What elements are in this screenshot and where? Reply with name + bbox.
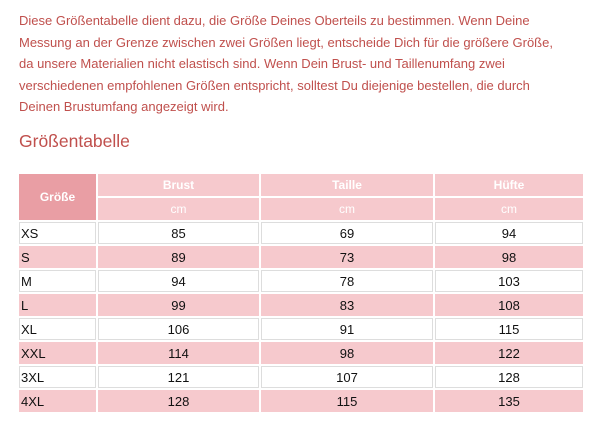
intro-line: Messung an der Grenze zwischen zwei Größ… <box>19 34 553 50</box>
intro-line: verschiedenen empfohlenen Größen entspri… <box>19 77 530 93</box>
table-row: XXL 114 98 122 <box>19 342 583 364</box>
value-cell: 128 <box>98 390 259 412</box>
value-cell: 107 <box>261 366 433 388</box>
header-cell: Brust <box>98 174 259 196</box>
intro-line: Diese Größentabelle dient dazu, die Größ… <box>19 13 530 28</box>
size-cell: XL <box>19 318 96 340</box>
table-row: 3XL 121 107 128 <box>19 366 583 388</box>
value-cell: 91 <box>261 318 433 340</box>
size-cell: XXL <box>19 342 96 364</box>
unit-cell: cm <box>261 198 433 220</box>
table-row: 4XL 128 115 135 <box>19 390 583 412</box>
size-cell: 3XL <box>19 366 96 388</box>
value-cell: 98 <box>435 246 583 268</box>
table-row: XS 85 69 94 <box>19 222 583 244</box>
value-cell: 128 <box>435 366 583 388</box>
value-cell: 108 <box>435 294 583 316</box>
value-cell: 99 <box>98 294 259 316</box>
unit-cell: cm <box>435 198 583 220</box>
table-row: XL 106 91 115 <box>19 318 583 340</box>
value-cell: 122 <box>435 342 583 364</box>
value-cell: 106 <box>98 318 259 340</box>
value-cell: 115 <box>261 390 433 412</box>
intro-line: Deinen Brustumfang angezeigt wird. <box>19 99 229 114</box>
unit-cell: cm <box>98 198 259 220</box>
value-cell: 115 <box>435 318 583 340</box>
header-cell: Hüfte <box>435 174 583 196</box>
size-cell: S <box>19 246 96 268</box>
table-row: S 89 73 98 <box>19 246 583 268</box>
intro-text: Diese Größentabelle dient dazu, die Größ… <box>19 10 553 118</box>
value-cell: 85 <box>98 222 259 244</box>
value-cell: 83 <box>261 294 433 316</box>
value-cell: 73 <box>261 246 433 268</box>
header-cell: Taille <box>261 174 433 196</box>
value-cell: 103 <box>435 270 583 292</box>
size-cell: M <box>19 270 96 292</box>
value-cell: 98 <box>261 342 433 364</box>
value-cell: 69 <box>261 222 433 244</box>
value-cell: 135 <box>435 390 583 412</box>
value-cell: 114 <box>98 342 259 364</box>
size-cell: 4XL <box>19 390 96 412</box>
intro-line: da unsere Materialien nicht elastisch si… <box>19 56 505 71</box>
size-table: Größe Brust Taille Hüfte cm cm cm XS 85 69… <box>17 172 585 414</box>
value-cell: 121 <box>98 366 259 388</box>
value-cell: 94 <box>435 222 583 244</box>
value-cell: 89 <box>98 246 259 268</box>
table-row: M 94 78 103 <box>19 270 583 292</box>
heading: Größentabelle <box>19 131 130 151</box>
value-cell: 94 <box>98 270 259 292</box>
table-row: L 99 83 108 <box>19 294 583 316</box>
size-cell: XS <box>19 222 96 244</box>
size-cell: L <box>19 294 96 316</box>
header-cell: Größe <box>19 174 96 220</box>
value-cell: 78 <box>261 270 433 292</box>
